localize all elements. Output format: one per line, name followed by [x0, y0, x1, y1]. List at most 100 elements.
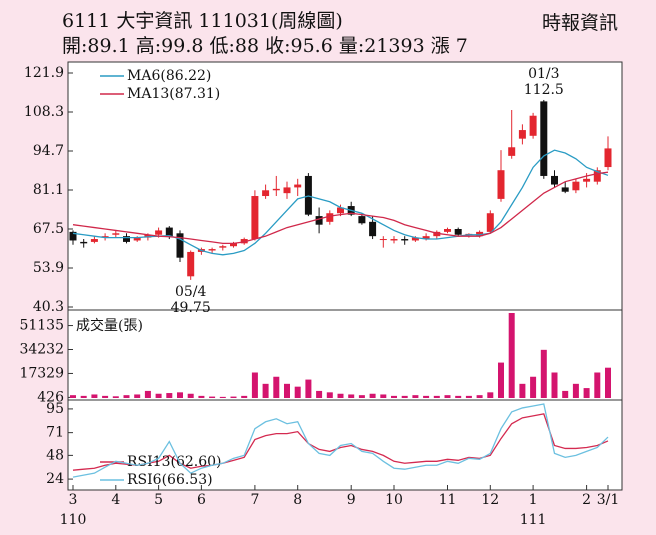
x-tick-label: 3 — [69, 492, 78, 508]
candle-body — [155, 230, 163, 235]
candle-body — [112, 233, 120, 235]
candle-body — [358, 216, 366, 224]
candle-body — [262, 190, 270, 197]
candle-body — [583, 178, 591, 182]
candle-body — [176, 233, 184, 258]
volume-bar — [251, 372, 258, 398]
candle-body — [540, 101, 548, 176]
candle-body — [572, 181, 580, 191]
volume-bar — [348, 394, 355, 398]
volume-bar — [498, 362, 504, 398]
candle-body — [272, 188, 280, 191]
x-tick-label: 2 — [582, 492, 591, 508]
volume-bar — [476, 395, 483, 398]
volume-bar — [358, 395, 365, 398]
y-tick-label: 34232 — [19, 342, 64, 358]
volume-bar — [144, 390, 151, 398]
x-year-label: 110 — [60, 512, 87, 528]
legend-label: MA13(87.31) — [127, 86, 220, 102]
volume-bar — [487, 392, 494, 398]
volume-bar — [316, 390, 323, 398]
line — [72, 403, 609, 478]
candle-body — [497, 170, 505, 199]
volume-bar — [241, 395, 248, 398]
candle-body — [593, 170, 601, 182]
chart-title: 6111 大宇資訊 111031(周線圖) — [62, 10, 343, 32]
line — [72, 171, 609, 244]
candle-body — [283, 187, 291, 194]
candle-body — [294, 184, 302, 188]
volume-bar — [508, 313, 515, 398]
candle-body — [411, 237, 419, 241]
x-tick-label: 7 — [250, 492, 259, 508]
candle-body — [208, 249, 216, 251]
candle-body — [133, 237, 141, 241]
volume-bar — [391, 395, 397, 398]
volume-bar — [305, 379, 312, 398]
candle-body — [401, 239, 409, 241]
volume-bar — [326, 392, 333, 398]
x-tick-label: 12 — [481, 492, 499, 508]
candle-body — [219, 246, 227, 248]
candle-body — [187, 251, 195, 277]
candle-body — [230, 243, 237, 247]
volume-bar — [423, 395, 430, 398]
volume-bar — [166, 393, 173, 398]
y-tick-label: 95 — [46, 401, 64, 417]
volume-bar — [605, 367, 611, 398]
legend-label: MA6(86.22) — [127, 68, 211, 84]
candle-body — [101, 236, 109, 238]
volume-bar — [401, 395, 408, 398]
x-tick-label: 1 — [529, 492, 538, 508]
candle-body — [80, 241, 88, 244]
candle-body — [337, 207, 344, 214]
line — [72, 413, 609, 471]
x-tick-label: 4 — [111, 492, 120, 508]
volume-bar — [134, 394, 141, 398]
annotation-value: 112.5 — [524, 82, 564, 98]
annotation-value: 49.75 — [171, 300, 211, 316]
x-year-label: 111 — [520, 512, 547, 528]
volume-bar — [369, 393, 376, 398]
volume-bar — [284, 383, 290, 398]
volume-bar — [102, 395, 109, 398]
volume-bar — [198, 395, 205, 398]
volume-bar — [273, 376, 280, 398]
candle-body — [444, 229, 451, 232]
x-tick-label: 10 — [385, 492, 403, 508]
volume-bar — [209, 396, 216, 398]
annotation-label: 05/4 — [175, 284, 207, 300]
plot-frame — [67, 61, 623, 491]
candle-body — [561, 187, 569, 192]
candle-body — [326, 213, 334, 222]
volume-bar — [433, 395, 440, 398]
y-tick-label: 53.9 — [33, 260, 64, 276]
volume-bar — [187, 393, 194, 398]
volume-bar — [519, 383, 526, 398]
annotation-label: 01/3 — [528, 66, 559, 82]
volume-bar — [112, 396, 119, 398]
volume-bar — [583, 388, 590, 398]
x-tick-label: 5 — [154, 492, 163, 508]
y-tick-label: 94.7 — [33, 143, 64, 159]
volume-bar — [572, 383, 579, 398]
x-tick-label: 3/1 — [597, 492, 620, 508]
volume-bar — [562, 390, 569, 398]
candle-body — [529, 115, 537, 136]
volume-bar — [337, 393, 344, 398]
volume-bar — [91, 394, 98, 398]
y-tick-label: 71 — [46, 425, 64, 441]
candle-body — [454, 229, 462, 235]
candle-body — [90, 239, 98, 242]
y-tick-label: 67.5 — [33, 221, 64, 237]
y-tick-label: 17329 — [19, 365, 64, 381]
volume-bar — [380, 394, 387, 398]
candle-body — [604, 148, 612, 168]
y-tick-label: 48 — [46, 447, 64, 463]
candle-body — [251, 196, 259, 240]
volume-bar — [123, 395, 130, 398]
candle-body — [123, 236, 130, 242]
y-tick-label: 81.1 — [33, 182, 64, 198]
volume-bar — [455, 395, 462, 398]
